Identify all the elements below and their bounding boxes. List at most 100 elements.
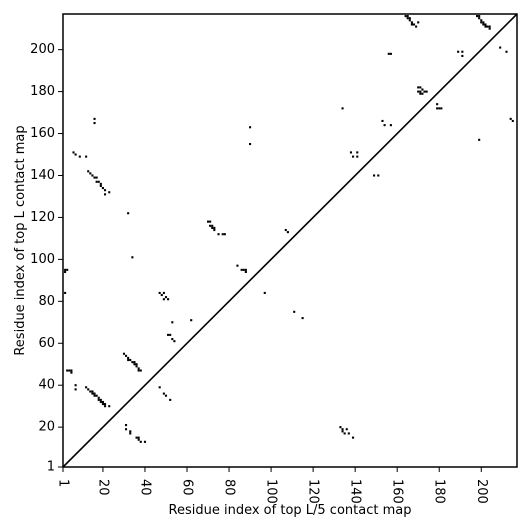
contact-cell [419, 86, 422, 89]
contact-cell [129, 430, 132, 433]
contact-cell [438, 107, 441, 110]
x-tick-label: 80 [222, 479, 237, 496]
contact-cell [480, 21, 483, 24]
contact-cell [352, 155, 355, 158]
contact-cell [131, 256, 134, 259]
x-tick-label: 20 [95, 479, 110, 496]
contact-cell [164, 394, 168, 397]
contact-cell [415, 25, 418, 28]
contact-cell [356, 155, 359, 158]
contact-cell [484, 25, 487, 28]
contact-cell [93, 176, 96, 179]
contact-cell [482, 23, 485, 26]
contact-cell [482, 21, 485, 24]
y-tick-label: 1 [47, 460, 55, 475]
contact-cell [461, 54, 464, 57]
contact-cell [85, 386, 88, 389]
contact-cell [103, 405, 107, 408]
contact-cell [341, 430, 344, 433]
y-tick-label: 60 [38, 336, 55, 351]
contact-cell [101, 403, 104, 406]
contact-cell [377, 174, 380, 177]
contact-cell [209, 220, 212, 223]
contact-cell [68, 369, 71, 372]
contact-cell [263, 291, 266, 294]
contact-cell [478, 17, 481, 20]
contact-cell [162, 298, 165, 301]
contact-cell [127, 358, 130, 362]
contact-cell [135, 365, 138, 368]
contact-cell [284, 228, 287, 232]
contact-cell [293, 310, 296, 313]
contact-cell [419, 90, 422, 93]
contact-cell [352, 436, 355, 439]
y-axis-label: Residue index of top L contact map [13, 125, 28, 355]
contact-cell [137, 369, 140, 372]
contact-cell [417, 90, 420, 93]
x-tick-label: 1 [56, 479, 71, 487]
contact-cell [511, 119, 514, 123]
contact-cell [99, 184, 102, 188]
contact-cell [213, 226, 216, 229]
y-tick-label: 140 [30, 168, 55, 183]
contact-cell [95, 394, 98, 397]
contact-cell [160, 293, 163, 297]
contact-cell [478, 15, 481, 18]
contact-cell [211, 224, 214, 227]
contact-cell [87, 170, 90, 173]
contact-cell [221, 233, 224, 236]
contact-cell [101, 187, 104, 190]
y-tick-label: 40 [38, 378, 55, 393]
contact-cell [135, 436, 138, 439]
contact-cell [129, 432, 132, 435]
contact-cell [488, 25, 491, 28]
contact-cell [101, 400, 104, 404]
contact-cell [286, 231, 289, 234]
contact-cell [505, 50, 508, 53]
contact-cell [436, 103, 439, 106]
contact-cell [206, 220, 210, 223]
contact-cell [387, 52, 390, 55]
contact-cell [93, 117, 96, 120]
contact-cell [137, 367, 140, 370]
contact-cell [480, 19, 483, 22]
y-tick-label: 180 [30, 84, 55, 99]
contact-cell [339, 426, 342, 429]
contact-cell [89, 390, 92, 393]
contact-cell [171, 338, 174, 341]
contact-cell [244, 270, 247, 274]
plot-frame [62, 13, 518, 468]
contact-cell [478, 138, 481, 141]
contact-cell [461, 50, 464, 53]
contact-cell [158, 291, 161, 294]
contact-cell [85, 155, 88, 158]
contact-cell [389, 124, 392, 127]
contact-cell [74, 384, 77, 387]
contact-cell [417, 86, 420, 89]
contact-cell [95, 180, 98, 183]
contact-cell [223, 233, 226, 236]
contact-cell [389, 52, 392, 55]
contact-cell [488, 27, 491, 30]
contact-cell [381, 119, 384, 123]
contact-cell [347, 432, 350, 435]
contact-cell [129, 358, 132, 362]
contact-cells [64, 15, 514, 443]
y-tick-label: 120 [30, 210, 55, 225]
diagonal-line [62, 13, 518, 468]
contact-cell [99, 398, 102, 401]
contact-cell [127, 212, 130, 215]
contact-cell [93, 122, 96, 125]
contact-cell [373, 174, 376, 177]
contact-cell [169, 398, 172, 401]
contact-cell [417, 21, 420, 24]
y-tick-label: 20 [38, 420, 55, 435]
x-tick-label: 40 [137, 479, 152, 496]
contact-cell [99, 182, 102, 185]
x-tick-label: 200 [474, 479, 489, 504]
contact-cell [78, 155, 81, 158]
contact-cell [440, 107, 443, 110]
contact-cell [91, 174, 94, 177]
contact-cell [423, 90, 426, 93]
